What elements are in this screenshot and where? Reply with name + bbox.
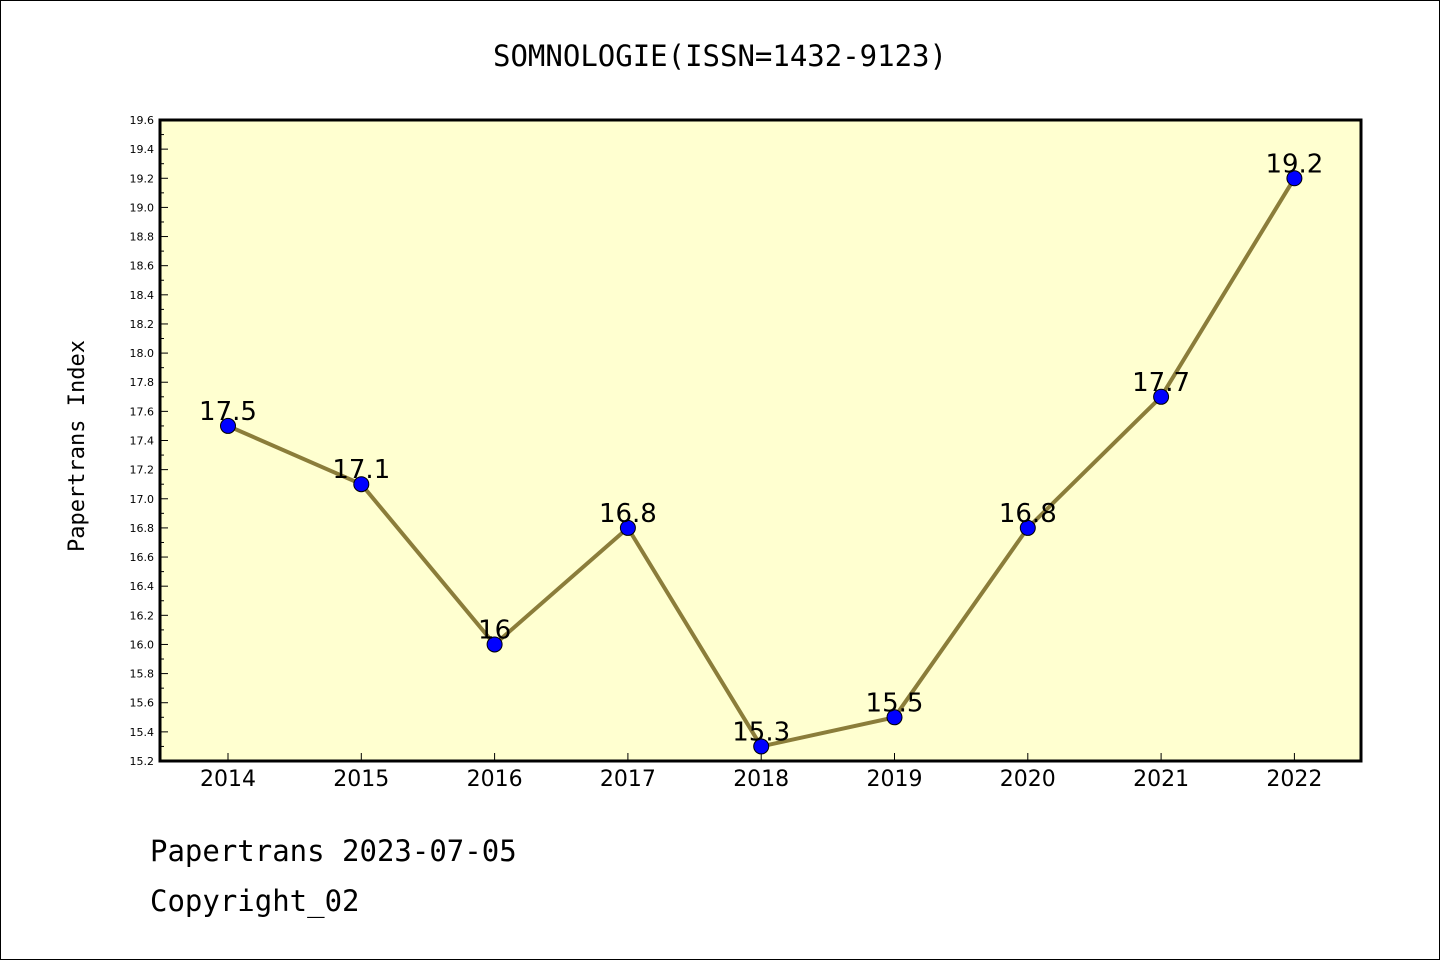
y-tick-label: 16.2 <box>130 609 155 622</box>
y-tick-label: 15.4 <box>130 726 155 739</box>
x-tick-label: 2015 <box>333 767 389 792</box>
y-tick-label: 16.0 <box>130 638 155 651</box>
y-tick-label: 19.6 <box>130 114 155 127</box>
y-tick-label: 19.0 <box>130 201 155 214</box>
y-tick-label: 17.4 <box>130 435 155 448</box>
data-point <box>1286 170 1303 187</box>
x-tick-label: 2019 <box>867 767 923 792</box>
data-label: 17.7 <box>1132 368 1190 398</box>
y-tick-label: 18.8 <box>130 231 155 244</box>
data-point <box>753 738 770 755</box>
data-point <box>619 519 636 536</box>
y-tick-label: 18.4 <box>130 289 155 302</box>
y-tick-label: 16.4 <box>130 580 155 593</box>
y-tick-label: 19.4 <box>130 143 155 156</box>
y-tick-label: 19.2 <box>130 172 155 185</box>
y-tick-label: 15.2 <box>130 755 155 768</box>
data-point <box>220 417 236 434</box>
footer-date: Papertrans 2023-07-05 <box>150 834 517 868</box>
x-tick-label: 2022 <box>1266 767 1322 792</box>
x-tick-label: 2020 <box>1000 767 1056 792</box>
y-tick-label: 16.6 <box>130 551 155 564</box>
data-label: 17.5 <box>199 397 257 427</box>
y-tick-label: 16.8 <box>130 522 155 535</box>
x-tick-label: 2014 <box>200 767 256 792</box>
y-tick-label: 18.2 <box>130 318 155 331</box>
data-label: 17.1 <box>332 455 390 485</box>
y-tick-label: 15.8 <box>130 668 155 681</box>
data-point <box>353 476 370 493</box>
data-point <box>886 709 903 726</box>
data-label: 16.8 <box>599 499 657 529</box>
data-label: 16 <box>478 615 511 645</box>
series-group <box>220 170 1303 755</box>
footer-copyright: Copyright_02 <box>150 884 360 918</box>
x-tick-label: 2021 <box>1133 767 1189 792</box>
y-axis: 15.2 15.4 15.6 15.8 16.0 16.2 16.4 16.6 16.8 17.0… <box>130 114 168 768</box>
plot-area <box>158 118 1363 763</box>
data-label: 15.5 <box>866 688 924 718</box>
data-point <box>486 636 503 653</box>
y-tick-label: 18.6 <box>130 260 155 273</box>
y-tick-label: 15.6 <box>130 697 155 710</box>
y-axis-label: Papertrans Index <box>65 340 90 552</box>
y-tick-label: 17.0 <box>130 493 155 506</box>
x-tick-label: 2018 <box>733 767 789 792</box>
data-label: 16.8 <box>999 499 1057 529</box>
data-labels: 17.5 17.1 16 16.8 15.3 15.5 16.8 17.7 19.2 <box>199 149 1323 747</box>
y-tick-label: 17.6 <box>130 405 155 418</box>
x-tick-label: 2017 <box>600 767 656 792</box>
data-label: 19.2 <box>1265 149 1323 179</box>
x-tick-label: 2016 <box>467 767 523 792</box>
data-label: 15.3 <box>732 717 790 747</box>
data-point <box>1153 388 1170 405</box>
y-tick-label: 18.0 <box>130 347 155 360</box>
chart-title: SOMNOLOGIE(ISSN=1432-9123) <box>493 39 947 73</box>
y-tick-label: 17.8 <box>130 376 155 389</box>
data-point <box>1019 519 1036 536</box>
y-tick-label: 17.2 <box>130 464 155 477</box>
x-axis: 2014 2015 2016 2017 2018 2019 2020 2021 2022 <box>200 753 1322 792</box>
